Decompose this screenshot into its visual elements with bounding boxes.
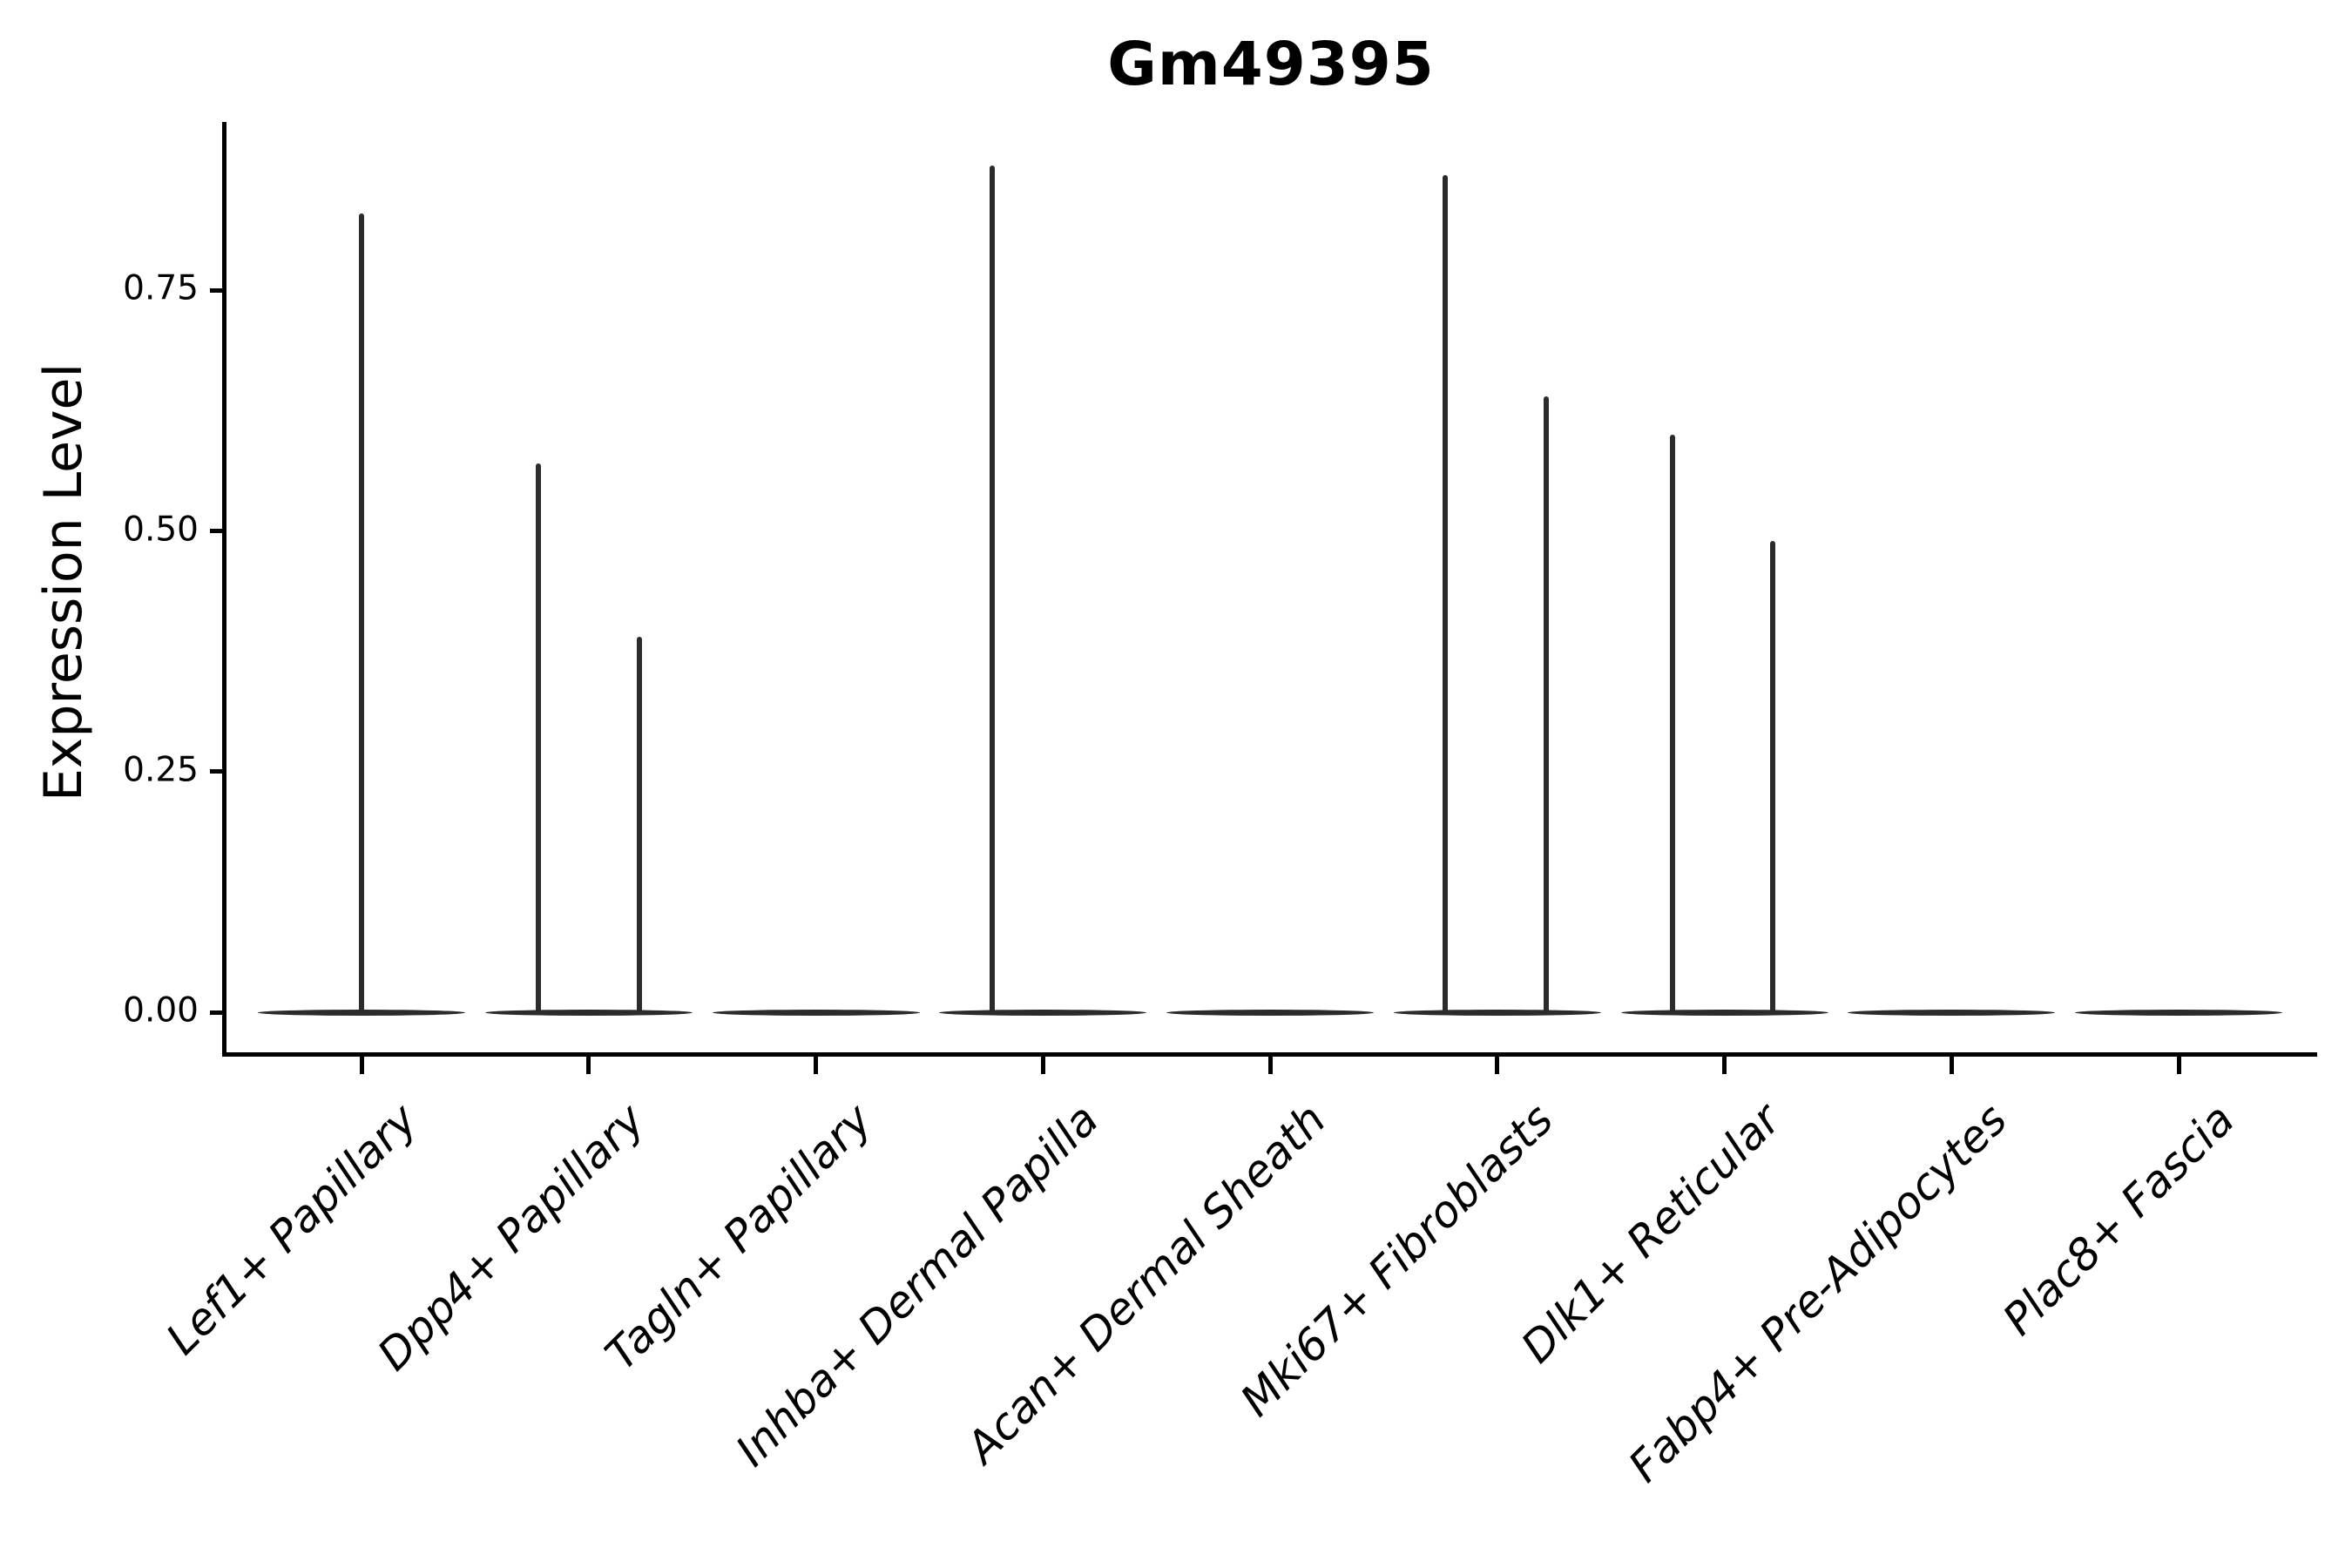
violin-baseline (2075, 1009, 2282, 1016)
violin-baseline (484, 1009, 693, 1016)
x-tick (1040, 1054, 1045, 1074)
x-tick (359, 1054, 364, 1074)
violin-spike (1543, 395, 1549, 1012)
x-tick (1722, 1054, 1727, 1074)
violin-spike (535, 463, 541, 1012)
y-tick-label: 0.25 (123, 750, 199, 790)
violin-baseline (258, 1009, 465, 1016)
y-tick (210, 1010, 225, 1015)
violin-baseline (1393, 1009, 1601, 1016)
x-tick-label: Lef1+ Papillary (156, 1094, 428, 1365)
violin-spike (1769, 540, 1775, 1012)
x-tick (1267, 1054, 1273, 1074)
violin-baseline (939, 1009, 1147, 1016)
x-tick-label: Inhba+ Dermal Papilla (726, 1094, 1109, 1477)
y-tick (210, 769, 225, 774)
violin-spike (1442, 174, 1448, 1012)
x-tick-label: Acan+ Dermal Sheath (956, 1094, 1336, 1473)
x-tick-label: Fabp4+ Pre-Adipocytes (1619, 1094, 2017, 1492)
violin-spike (990, 165, 996, 1012)
x-tick (1495, 1054, 1500, 1074)
x-tick (1949, 1054, 1954, 1074)
y-axis-line (222, 122, 226, 1057)
y-tick-label: 0.75 (123, 268, 199, 308)
y-axis-label: Expression Level (33, 362, 94, 801)
x-tick-label: Plac8+ Fascia (1993, 1094, 2245, 1345)
violin-baseline (1166, 1009, 1374, 1016)
violin-spike (1669, 435, 1675, 1012)
y-tick (210, 287, 225, 293)
y-tick-label: 0.00 (123, 990, 199, 1031)
violin-baseline (1620, 1009, 1828, 1016)
chart-title: Gm49395 (1107, 30, 1435, 99)
violin-spike (359, 213, 364, 1012)
x-tick (2176, 1054, 2181, 1074)
y-tick (210, 529, 225, 533)
violin-baseline (712, 1009, 920, 1016)
violin-spike (636, 637, 642, 1012)
violin-baseline (1848, 1009, 2056, 1016)
y-tick-label: 0.50 (123, 510, 199, 550)
x-tick (586, 1054, 591, 1074)
x-tick (814, 1054, 818, 1074)
